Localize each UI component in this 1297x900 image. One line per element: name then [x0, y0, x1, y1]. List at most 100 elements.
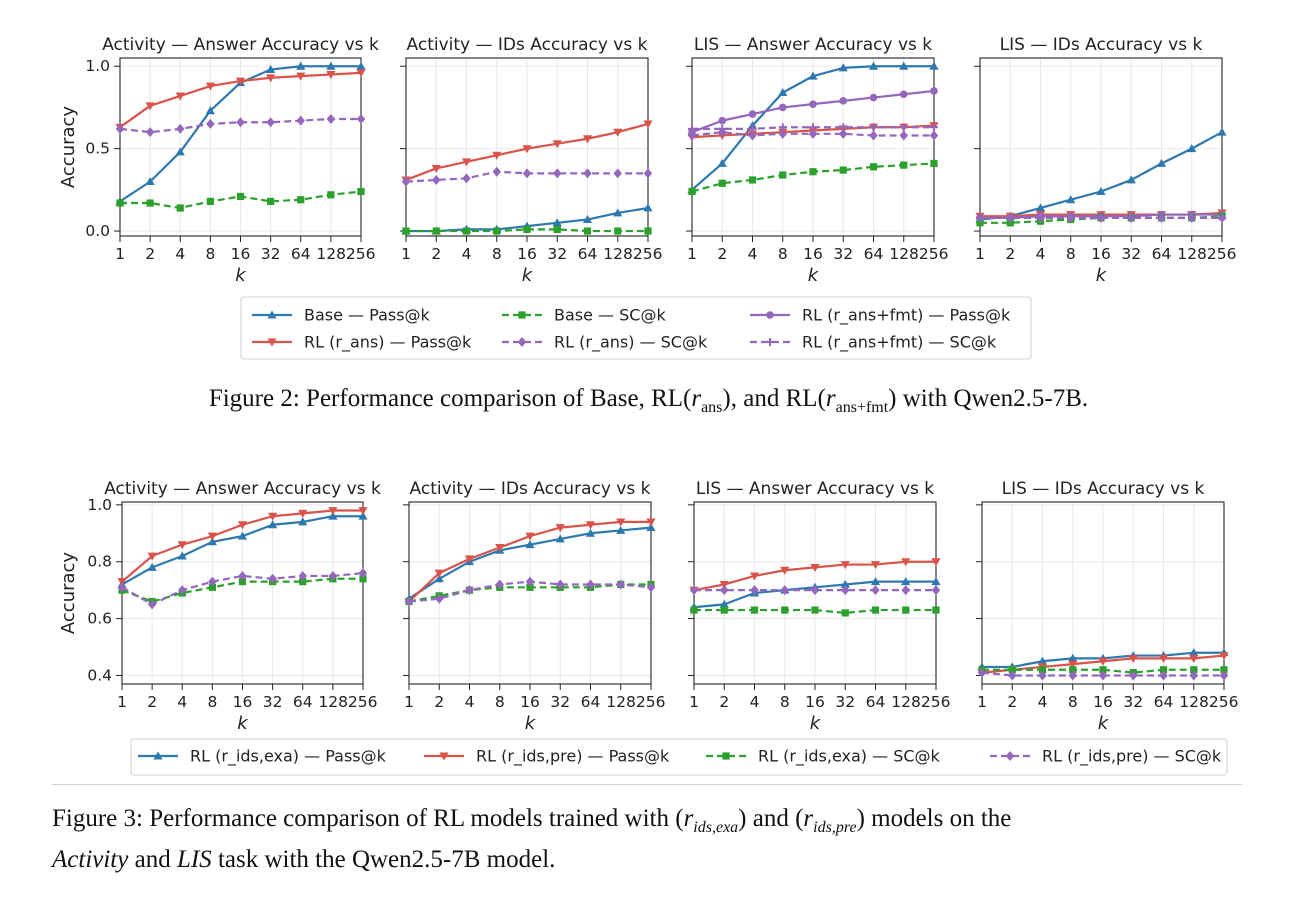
data-point-rl_ansfmt_sc	[1218, 213, 1226, 222]
x-tick-label: 4	[1036, 245, 1046, 263]
data-point-pre_sc	[1159, 670, 1168, 681]
panel-title: LIS — IDs Accuracy vs k	[1000, 35, 1203, 55]
data-point-rl_ansfmt_pass	[869, 93, 878, 102]
x-tick-label: 16	[233, 693, 253, 711]
legend-swatch-marker	[517, 337, 527, 347]
x-tick-label: 2	[719, 693, 729, 711]
data-point-rl_ansfmt_pass	[930, 87, 938, 95]
x-tick-label: 16	[1093, 693, 1113, 711]
panel-title: Activity — IDs Accuracy vs k	[410, 479, 651, 499]
series-pre_pass	[117, 507, 368, 587]
legend: RL (r_ids,exa) — Pass@k RL (r_ids,pre) — …	[130, 738, 1228, 776]
data-point-pre_sc	[646, 582, 656, 593]
x-tick-label: 128256	[891, 693, 950, 711]
data-point-base_sc	[462, 227, 471, 235]
section-divider	[52, 784, 1242, 785]
data-point-base_pass	[1066, 195, 1076, 204]
data-point-pre_sc	[871, 585, 880, 596]
series-base_sc	[688, 159, 938, 196]
legend: Base — Pass@k RL (r_ans) — Pass@k Base — S…	[240, 296, 1032, 360]
data-point-exa_sc	[1220, 666, 1228, 674]
x-tick-label: 4	[750, 693, 760, 711]
x-tick-label: 64	[1152, 245, 1172, 263]
x-tick-label: 16	[1091, 245, 1111, 263]
legend-label: RL (r_ans+fmt) — SC@k	[802, 333, 997, 353]
x-tick-label: 128256	[318, 693, 377, 711]
data-point-base_pass	[717, 158, 727, 167]
x-tick-label: 16	[520, 693, 540, 711]
data-point-pre_pass	[901, 558, 911, 567]
data-point-pre_pass	[1219, 652, 1229, 661]
data-point-pre_sc	[841, 585, 850, 596]
x-tick-label: 1	[689, 693, 699, 711]
data-point-rl_ans_pass	[205, 82, 215, 91]
x-axis-label: k	[810, 713, 822, 734]
data-point-base_pass	[1156, 158, 1167, 167]
data-point-exa_pass	[434, 574, 444, 583]
data-point-base_sc	[146, 199, 154, 207]
data-point-rl_ans_pass	[296, 72, 306, 81]
data-point-base_pass	[868, 61, 879, 70]
data-point-pre_pass	[117, 578, 127, 587]
data-point-pre_sc	[435, 593, 444, 604]
x-tick-label: 8	[205, 245, 215, 263]
legend-swatch-marker	[1005, 751, 1015, 761]
data-point-pre_sc	[117, 582, 127, 593]
x-axis-label: k	[235, 265, 247, 286]
series-base_sc	[116, 187, 365, 212]
x-tick-label: 8	[1066, 245, 1076, 263]
data-point-pre_sc	[1068, 670, 1077, 681]
data-point-rl_ans_pass	[582, 135, 593, 144]
data-point-exa_pass	[1068, 653, 1078, 662]
series-pre_sc	[117, 568, 368, 610]
y-tick-label: 0.6	[87, 610, 112, 628]
data-point-rl_ans_sc	[643, 168, 653, 179]
data-point-pre_sc	[689, 585, 699, 596]
data-point-base_sc	[688, 187, 696, 196]
series-rl_ans_pass	[115, 69, 366, 132]
data-point-rl_ansfmt_sc	[1066, 213, 1075, 222]
x-tick-label: 8	[495, 693, 505, 711]
panel-title: LIS — Answer Accuracy vs k	[696, 479, 934, 499]
data-point-rl_ans_pass	[235, 77, 246, 86]
x-axis-label: k	[1098, 713, 1110, 734]
data-point-base_sc	[176, 204, 184, 212]
data-point-base_sc	[779, 171, 787, 179]
data-point-exa_sc	[299, 578, 307, 586]
legend-item-base_pass: Base — Pass@k	[252, 306, 431, 325]
y-axis-label: Accuracy	[58, 106, 79, 189]
data-point-rl_ansfmt_pass	[839, 97, 848, 105]
data-point-base_pass	[205, 106, 215, 115]
data-point-rl_ans_sc	[176, 123, 185, 134]
data-point-pre_pass	[464, 555, 475, 564]
data-point-pre_sc	[1098, 670, 1108, 681]
data-point-exa_pass	[328, 511, 338, 520]
data-point-base_sc	[116, 199, 124, 207]
data-point-base_pass	[1217, 127, 1227, 136]
x-tick-label: 32	[833, 245, 853, 263]
panel-4: LIS — IDs Accuracy vs k 1 2 4 8 16 32 64 128256 k	[976, 479, 1238, 734]
x-tick-label: 128256	[1179, 693, 1238, 711]
data-point-base_sc	[327, 191, 335, 199]
data-point-rl_ans_sc	[553, 168, 562, 179]
data-point-base_sc	[236, 192, 245, 201]
data-point-rl_ans_sc	[266, 117, 275, 128]
x-tick-label: 2	[1005, 245, 1015, 263]
panel-3: LIS — Answer Accuracy vs k 1 2 4 8 16 32 64 1282…	[686, 35, 948, 286]
data-point-pre_pass	[616, 518, 626, 527]
x-tick-label: 4	[177, 693, 187, 711]
x-tick-label: 64	[291, 245, 311, 263]
x-tick-label: 128256	[606, 693, 665, 711]
x-axis-label: k	[237, 713, 249, 734]
legend-swatch-marker	[439, 752, 449, 761]
data-point-rl_ans_sc	[748, 130, 757, 141]
x-tick-label: 64	[864, 245, 884, 263]
data-point-rl_ans_sc	[899, 130, 908, 141]
x-tick-label: 2	[1007, 693, 1017, 711]
y-tick-label: 0.4	[87, 666, 112, 684]
data-point-exa_sc	[871, 606, 880, 614]
data-point-pre_pass	[1189, 654, 1199, 664]
data-point-exa_sc	[811, 606, 819, 614]
data-point-exa_sc	[1069, 666, 1077, 674]
